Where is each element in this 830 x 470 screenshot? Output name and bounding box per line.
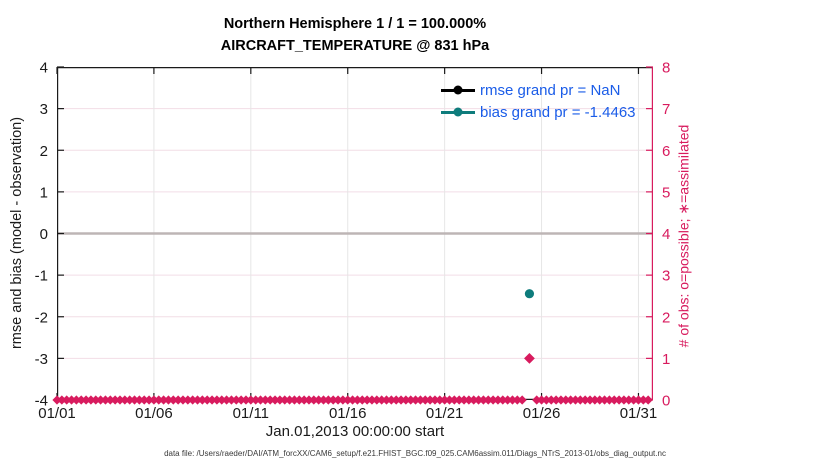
- bias-dot-icon: [453, 107, 463, 117]
- legend-label-rmse: rmse grand pr = NaN: [480, 81, 621, 99]
- svg-text:1: 1: [662, 351, 670, 368]
- svg-text:5: 5: [662, 184, 670, 201]
- legend-label-bias: bias grand pr = -1.4463: [480, 103, 636, 121]
- svg-text:4: 4: [662, 226, 670, 243]
- svg-text:01/26: 01/26: [523, 405, 561, 422]
- x-ticks: 01/01 01/06 01/11 01/16 01/21 01/26 01/31: [38, 67, 657, 422]
- svg-text:01/21: 01/21: [426, 405, 464, 422]
- data-file-path: data file: /Users/raeder/DAI/ATM_forcXX/…: [164, 449, 666, 458]
- svg-text:3: 3: [40, 101, 48, 118]
- svg-text:3: 3: [662, 268, 670, 285]
- svg-text:7: 7: [662, 101, 670, 118]
- svg-text:1: 1: [40, 184, 48, 201]
- svg-text:2: 2: [40, 143, 48, 160]
- legend: rmse grand pr = NaN bias grand pr = -1.4…: [441, 79, 636, 123]
- rmse-line-sample-icon: [441, 85, 475, 96]
- legend-item-rmse: rmse grand pr = NaN: [441, 79, 636, 101]
- y-left-ticks: 4 3 2 1 0 -1 -2 -3 -4: [35, 60, 64, 410]
- svg-text:01/31: 01/31: [620, 405, 658, 422]
- svg-text:01/11: 01/11: [233, 405, 269, 422]
- svg-text:01/16: 01/16: [329, 405, 367, 422]
- chart-title: Northern Hemisphere 1 / 1 = 100.000%: [223, 16, 487, 32]
- svg-text:-4: -4: [35, 393, 48, 410]
- svg-text:0: 0: [40, 226, 48, 243]
- svg-text:-2: -2: [35, 309, 48, 326]
- svg-text:2: 2: [662, 309, 670, 326]
- svg-text:6: 6: [662, 143, 670, 160]
- bias-point: [524, 289, 535, 299]
- svg-text:01/01: 01/01: [38, 405, 76, 422]
- h-gridlines: [57, 108, 653, 359]
- svg-text:01/06: 01/06: [135, 405, 173, 422]
- svg-text:0: 0: [662, 393, 670, 410]
- bias-line-sample-icon: [441, 107, 475, 118]
- legend-item-bias: bias grand pr = -1.4463: [441, 101, 636, 123]
- svg-text:8: 8: [662, 60, 670, 77]
- y-axis-left-label: rmse and bias (model - observation): [9, 116, 25, 350]
- x-axis-label: Jan.01,2013 00:00:00 start: [265, 423, 445, 440]
- obs-count-markers: [52, 352, 653, 405]
- rmse-dot-icon: [453, 85, 463, 95]
- y-right-ticks: 8 7 6 5 4 3 2 1 0: [646, 60, 670, 410]
- svg-text:4: 4: [40, 60, 48, 77]
- chart-subtitle: AIRCRAFT_TEMPERATURE @ 831 hPa: [220, 38, 490, 54]
- svg-text:-1: -1: [35, 268, 48, 285]
- svg-text:-3: -3: [35, 351, 48, 368]
- y-axis-right-label: # of obs: o=possible; ∗=assimilated: [675, 124, 692, 348]
